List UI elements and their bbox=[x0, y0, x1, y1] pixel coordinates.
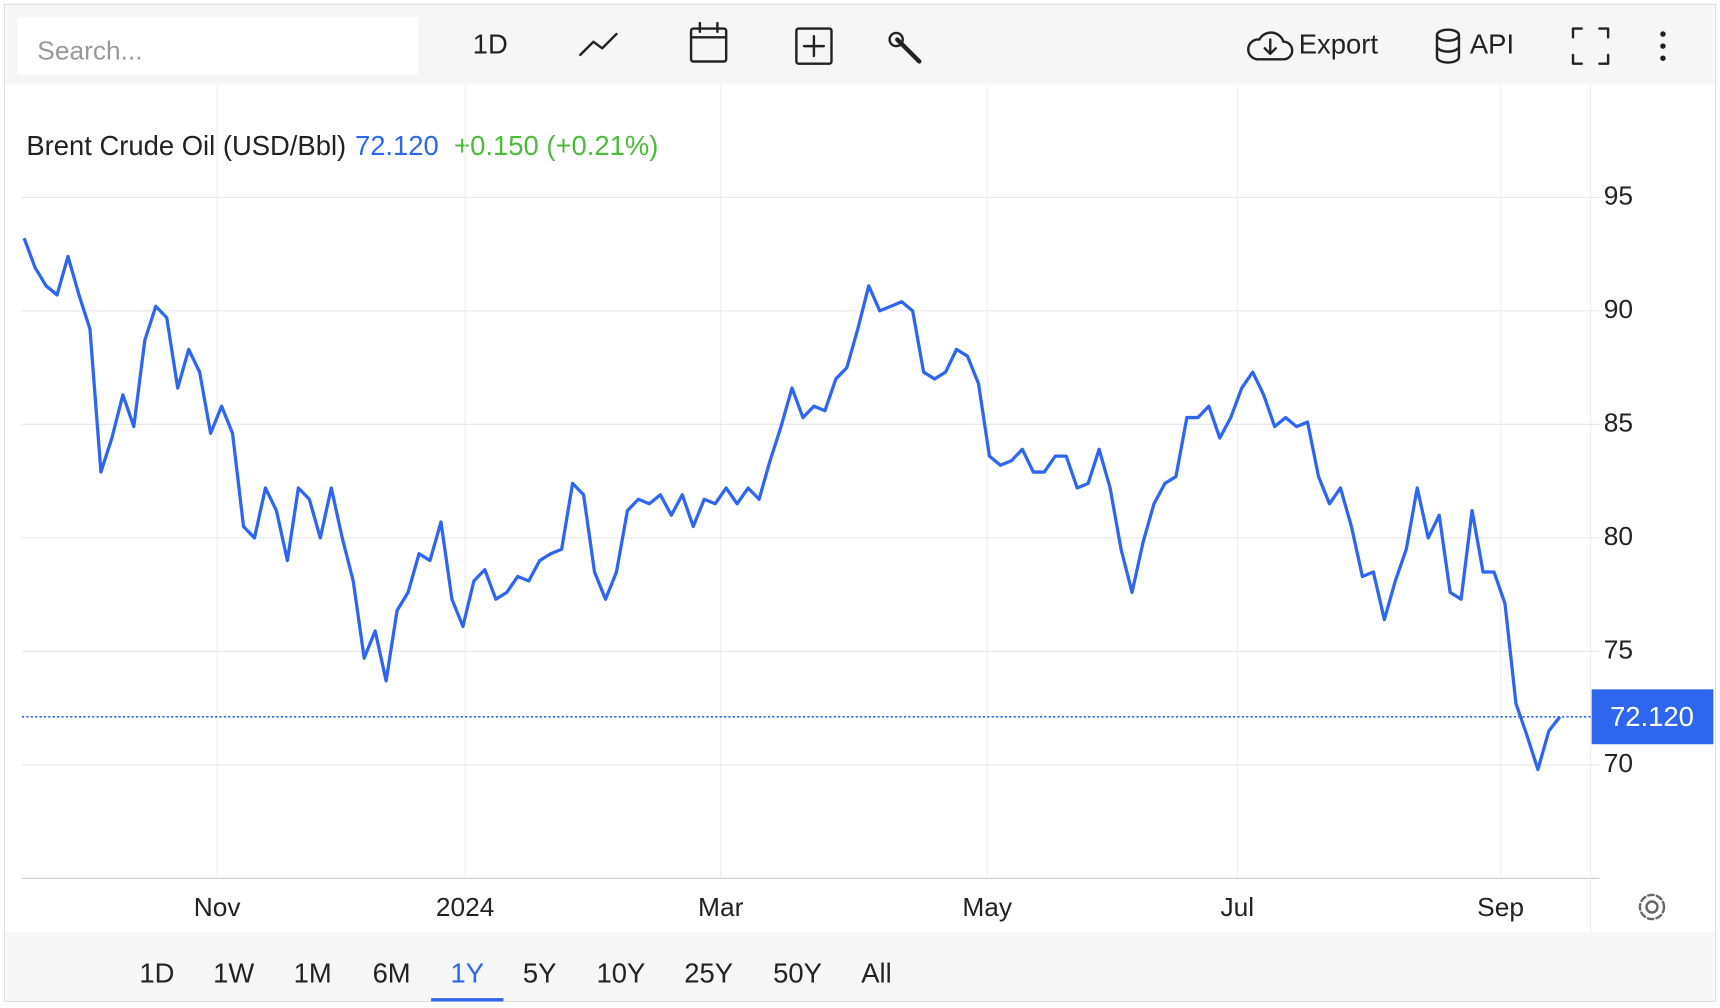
y-tick-label: 75 bbox=[1604, 634, 1633, 664]
x-tick-label: Nov bbox=[194, 892, 242, 922]
fullscreen-icon[interactable] bbox=[1571, 27, 1610, 65]
chart-title: Brent Crude Oil (USD/Bbl) bbox=[26, 130, 346, 161]
range-button[interactable]: 1Y bbox=[451, 957, 485, 988]
last-price-tag bbox=[1591, 689, 1714, 745]
last-price: 72.120 bbox=[355, 130, 439, 161]
frame bbox=[3, 3, 1717, 1002]
chart-header: Brent Crude Oil (USD/Bbl) 72.120 +0.150 (+… bbox=[26, 130, 658, 161]
gear-icon[interactable] bbox=[1638, 893, 1666, 921]
y-tick-label: 80 bbox=[1604, 521, 1633, 551]
chart-type-icon[interactable] bbox=[579, 32, 618, 57]
range-button[interactable]: 10Y bbox=[596, 957, 645, 988]
y-tick-label: 90 bbox=[1604, 294, 1633, 324]
range-button[interactable]: 1M bbox=[294, 957, 332, 988]
price-change: +0.150 (+0.21%) bbox=[454, 130, 658, 161]
x-tick-label: 2024 bbox=[436, 892, 495, 922]
range-button[interactable]: 1D bbox=[139, 957, 174, 988]
search-box[interactable] bbox=[17, 17, 418, 75]
range-button[interactable]: 50Y bbox=[773, 957, 822, 988]
x-tick-label: May bbox=[962, 892, 1013, 922]
export-button[interactable]: Export bbox=[1299, 28, 1379, 59]
range-selected-underline bbox=[431, 998, 504, 1002]
range-button[interactable]: 6M bbox=[373, 957, 411, 988]
price-line bbox=[22, 237, 1562, 772]
calendar-icon[interactable] bbox=[689, 21, 728, 63]
range-button[interactable]: 1W bbox=[213, 957, 254, 988]
last-price-tag-label: 72.120 bbox=[1610, 701, 1694, 732]
settings-wrench-icon[interactable] bbox=[888, 31, 922, 64]
search-placeholder: Search... bbox=[37, 36, 142, 66]
range-button[interactable]: 5Y bbox=[523, 957, 557, 988]
range-bar bbox=[5, 932, 1715, 1001]
compare-icon[interactable] bbox=[795, 27, 833, 65]
range-button[interactable]: All bbox=[861, 957, 891, 988]
interval-button[interactable]: 1D bbox=[473, 28, 508, 59]
export-icon[interactable] bbox=[1247, 31, 1294, 61]
y-tick-label: 85 bbox=[1604, 407, 1633, 437]
y-tick-label: 95 bbox=[1604, 180, 1633, 210]
api-icon[interactable] bbox=[1435, 28, 1461, 64]
x-tick-label: Sep bbox=[1477, 892, 1524, 922]
x-tick-label: Mar bbox=[698, 892, 744, 922]
y-tick-label: 70 bbox=[1604, 748, 1633, 778]
more-menu[interactable] bbox=[1660, 31, 1666, 61]
x-tick-label: Jul bbox=[1221, 892, 1255, 922]
api-button[interactable]: API bbox=[1470, 28, 1514, 59]
range-button[interactable]: 25Y bbox=[684, 957, 733, 988]
